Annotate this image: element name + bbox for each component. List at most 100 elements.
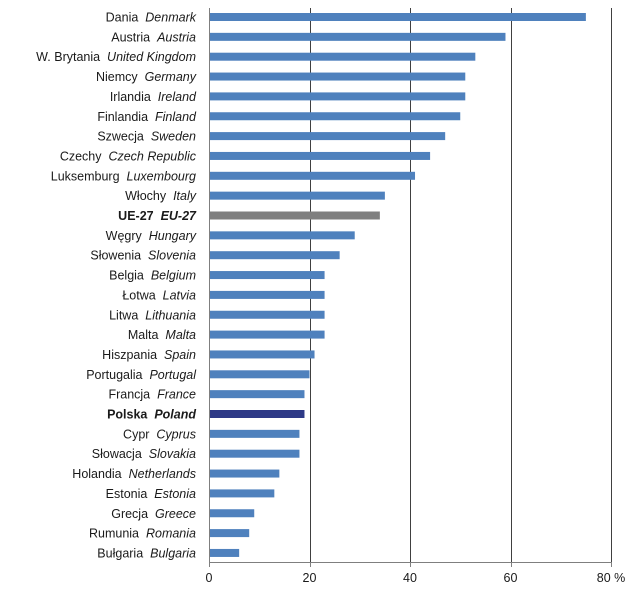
x-axis: 0 20 40 60 80 % bbox=[206, 8, 626, 585]
label-gap bbox=[154, 209, 161, 223]
bar bbox=[209, 211, 380, 220]
category-label-pl: Czechy bbox=[60, 149, 102, 163]
x-tick-label: 0 bbox=[206, 571, 213, 585]
label-gap bbox=[147, 408, 154, 422]
category-label-pl: Irlandia bbox=[110, 90, 151, 104]
category-label-en: Sweden bbox=[151, 130, 196, 144]
x-tick-label: 80 % bbox=[597, 571, 626, 585]
category-label-en: Italy bbox=[173, 189, 197, 203]
bar bbox=[209, 32, 506, 41]
bar bbox=[209, 72, 466, 81]
category-label: Malta Malta bbox=[128, 328, 196, 342]
bar bbox=[209, 410, 305, 418]
category-label: Cypr Cyprus bbox=[123, 427, 196, 441]
category-label: Polska Poland bbox=[107, 408, 196, 422]
bar bbox=[209, 469, 280, 478]
label-gap bbox=[144, 130, 151, 144]
category-label-en: Austria bbox=[156, 30, 196, 44]
category-label-pl: Cypr bbox=[123, 427, 149, 441]
bar bbox=[209, 449, 300, 458]
bar bbox=[209, 509, 255, 518]
category-label: W. Brytania United Kingdom bbox=[36, 50, 196, 64]
label-gap bbox=[144, 269, 151, 283]
category-label: Holandia Netherlands bbox=[72, 467, 196, 481]
label-gap bbox=[138, 70, 145, 84]
bar bbox=[209, 112, 461, 121]
category-label-pl: Włochy bbox=[125, 189, 167, 203]
category-label: Węgry Hungary bbox=[106, 229, 197, 243]
category-label-pl: Grecja bbox=[111, 507, 148, 521]
category-label-pl: Litwa bbox=[109, 308, 138, 322]
category-label: Finlandia Finland bbox=[97, 110, 197, 124]
label-gap bbox=[157, 348, 164, 362]
bar bbox=[209, 151, 431, 160]
bar bbox=[209, 171, 416, 180]
category-label: UE-27 EU-27 bbox=[118, 209, 197, 223]
label-gap bbox=[149, 427, 156, 441]
category-label: Rumunia Romania bbox=[89, 527, 196, 541]
category-label: Bułgaria Bulgaria bbox=[97, 546, 196, 560]
category-label-pl: Austria bbox=[111, 30, 150, 44]
category-label-pl: Polska bbox=[107, 408, 148, 422]
category-label: Czechy Czech Republic bbox=[60, 149, 197, 163]
category-label: Niemcy Germany bbox=[96, 70, 197, 84]
category-label: Portugalia Portugal bbox=[86, 368, 197, 382]
bars bbox=[209, 13, 586, 557]
bar bbox=[209, 429, 300, 438]
category-label-en: Bulgaria bbox=[150, 546, 196, 560]
category-label-pl: Luksemburg bbox=[51, 169, 120, 183]
label-gap bbox=[147, 487, 154, 501]
category-label-pl: Malta bbox=[128, 328, 159, 342]
bar bbox=[209, 52, 476, 61]
bar bbox=[209, 370, 310, 379]
category-label-en: Germany bbox=[145, 70, 197, 84]
bar bbox=[209, 529, 250, 538]
category-label: Luksemburg Luxembourg bbox=[51, 169, 196, 183]
bar bbox=[209, 310, 325, 319]
bar bbox=[209, 13, 586, 21]
category-label: Estonia Estonia bbox=[106, 487, 196, 501]
category-label-en: France bbox=[157, 388, 196, 402]
category-label: Irlandia Ireland bbox=[110, 90, 197, 104]
bar bbox=[209, 191, 385, 200]
bar bbox=[209, 330, 325, 339]
bar bbox=[209, 548, 240, 557]
category-label: Belgia Belgium bbox=[109, 269, 196, 283]
category-label: Austria Austria bbox=[111, 30, 196, 44]
label-gap bbox=[166, 189, 173, 203]
label-gap bbox=[158, 328, 165, 342]
category-label-en: Cyprus bbox=[156, 427, 196, 441]
label-gap bbox=[148, 110, 155, 124]
label-gap bbox=[143, 546, 150, 560]
category-label-pl: Finlandia bbox=[97, 110, 148, 124]
category-label-en: Slovakia bbox=[149, 447, 196, 461]
label-gap bbox=[156, 288, 163, 302]
category-label-pl: UE-27 bbox=[118, 209, 153, 223]
category-label-pl: Dania bbox=[106, 11, 139, 25]
category-label-pl: Francja bbox=[108, 388, 150, 402]
category-label-en: Ireland bbox=[158, 90, 197, 104]
category-label-en: Hungary bbox=[149, 229, 197, 243]
bar bbox=[209, 489, 275, 498]
gridlines bbox=[310, 8, 612, 562]
bar bbox=[209, 92, 466, 101]
category-label-en: Slovenia bbox=[148, 249, 196, 263]
category-label-en: Lithuania bbox=[145, 308, 196, 322]
x-tick-label: 60 bbox=[504, 571, 518, 585]
x-tick-label: 20 bbox=[303, 571, 317, 585]
category-label-pl: Szwecja bbox=[97, 130, 144, 144]
category-label-pl: Bułgaria bbox=[97, 546, 143, 560]
label-gap bbox=[122, 467, 129, 481]
category-label-en: Belgium bbox=[151, 269, 196, 283]
category-label: Hiszpania Spain bbox=[102, 348, 196, 362]
label-gap bbox=[142, 447, 149, 461]
category-label-en: EU-27 bbox=[161, 209, 197, 223]
label-gap bbox=[102, 149, 109, 163]
label-gap bbox=[139, 527, 146, 541]
label-gap bbox=[120, 169, 127, 183]
label-gap bbox=[138, 308, 145, 322]
bar bbox=[209, 132, 446, 141]
category-label-en: Estonia bbox=[154, 487, 196, 501]
category-label-en: Czech Republic bbox=[108, 149, 196, 163]
